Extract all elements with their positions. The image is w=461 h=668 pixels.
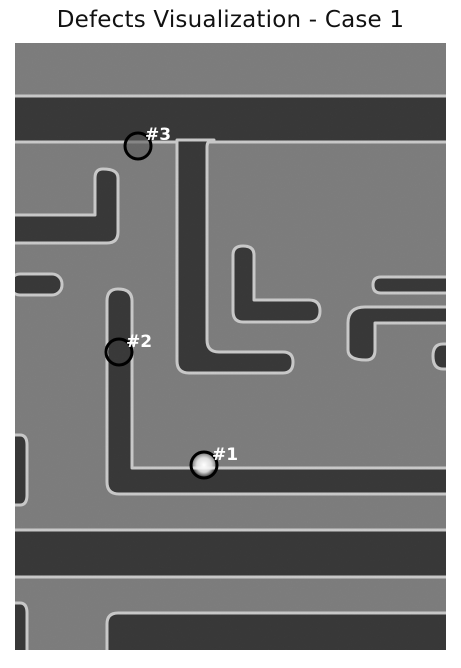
- defect-1-ring: [189, 450, 219, 480]
- defect-2-marker: #2: [104, 332, 152, 367]
- sem-noise: [15, 43, 446, 650]
- defect-2-blob: [108, 341, 130, 363]
- sem-image: #1 #2 #3: [15, 43, 446, 650]
- defect-1-label: #1: [212, 445, 238, 465]
- figure-title: Defects Visualization - Case 1: [56, 7, 405, 33]
- defect-2-ring: [104, 337, 134, 367]
- defect-3-blob: [126, 134, 150, 158]
- defect-3-marker: #3: [123, 125, 171, 161]
- defect-1-marker: #1: [189, 445, 238, 480]
- defect-3-label: #3: [145, 125, 171, 145]
- defect-2-label: #2: [126, 332, 152, 352]
- defect-1-blob: [192, 453, 216, 477]
- defect-3-ring: [123, 131, 153, 161]
- sem-image-canvas: #1 #2 #3: [15, 43, 446, 650]
